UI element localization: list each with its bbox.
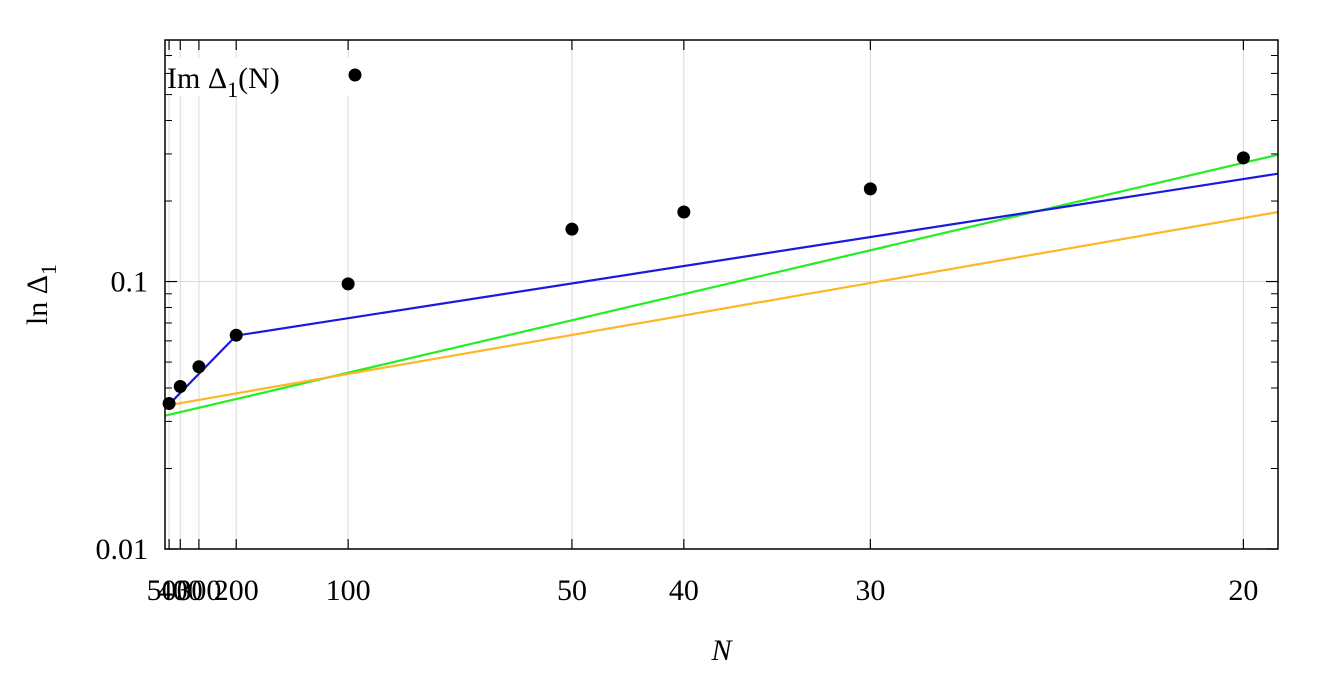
x-tick-label: 100	[326, 574, 371, 607]
y-axis-title-sub: 1	[36, 264, 61, 275]
legend-label: Im Δ1(N)	[167, 62, 280, 102]
x-tick-label: 400	[158, 574, 203, 607]
legend: Im Δ1(N)	[167, 62, 362, 102]
fit-line-1	[164, 153, 1279, 417]
data-point	[1236, 151, 1250, 165]
data-point	[192, 360, 206, 374]
x-tick-label: 300	[176, 574, 221, 607]
data-point	[863, 182, 877, 196]
x-tick-label: 40	[669, 574, 699, 607]
data-point	[229, 328, 243, 342]
x-tick-label: 50	[557, 574, 587, 607]
legend-marker	[348, 68, 362, 82]
x-axis-title: N	[710, 634, 733, 667]
data-point	[162, 396, 176, 410]
legend-label-sub: 1	[227, 77, 238, 102]
x-tick-label: 20	[1228, 574, 1258, 607]
x-tick-label: 500	[147, 574, 192, 607]
y-axis-title: ln Δ1	[21, 264, 61, 325]
legend-background	[166, 58, 371, 96]
data-point	[677, 205, 691, 219]
y-axis-title-main: ln Δ	[21, 275, 54, 325]
y-tick-label: 0.01	[96, 533, 149, 566]
legend-label-main: Im Δ	[167, 62, 227, 95]
data-point	[173, 380, 187, 394]
data-point	[341, 277, 355, 291]
fit-line-3	[164, 210, 1279, 407]
legend-label-suffix: (N)	[238, 62, 280, 95]
grid	[165, 40, 1278, 549]
x-tick-label: 30	[855, 574, 885, 607]
data-point	[565, 222, 579, 236]
plot-frame	[164, 39, 1279, 550]
plot-series	[162, 151, 1279, 417]
y-tick-label: 0.1	[111, 266, 149, 299]
x-tick-label: 200	[214, 574, 259, 607]
axis-ticks	[165, 39, 1278, 550]
